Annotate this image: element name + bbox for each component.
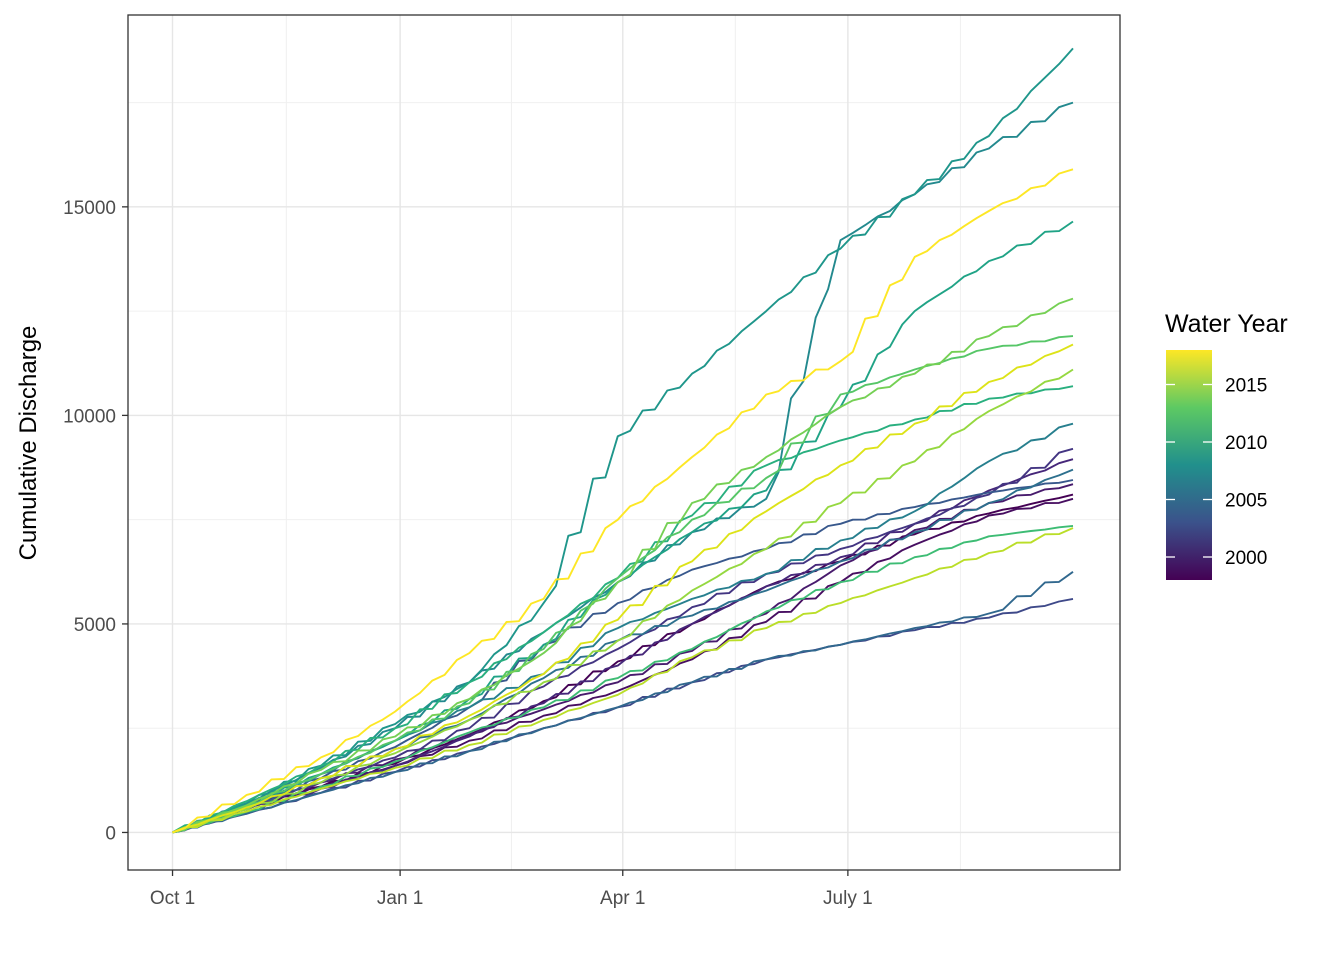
- y-tick-label: 0: [105, 823, 116, 844]
- legend-label: 2000: [1225, 548, 1267, 569]
- y-tick-label: 5000: [74, 615, 116, 636]
- series-line-2014: [172, 297, 1074, 834]
- legend-label: 2015: [1225, 376, 1267, 397]
- series-line-2015: [172, 368, 1074, 834]
- legend-label: 2005: [1225, 491, 1267, 512]
- series-line-2018: [172, 168, 1074, 834]
- plot-background: [128, 15, 1120, 870]
- series-line-2016: [172, 527, 1074, 834]
- series-line-2013: [172, 335, 1074, 834]
- axes: Oct 1 Jan 1 Apr 1 July 1 0 5000 10000 15000: [63, 198, 873, 909]
- series-line-2012: [172, 524, 1074, 834]
- series-group: [172, 47, 1074, 834]
- y-axis-title: Cumulative Discharge: [15, 326, 42, 561]
- legend-title: Water Year: [1165, 310, 1288, 338]
- x-tick-label: July 1: [823, 888, 873, 909]
- legend-colorbar: [1166, 350, 1212, 580]
- x-tick-label: Apr 1: [600, 888, 645, 909]
- grid: [128, 15, 1120, 870]
- series-line-2005: [172, 571, 1074, 834]
- plot-border: [127, 14, 1121, 871]
- y-tick-label: 15000: [63, 198, 116, 219]
- x-tick-label: Oct 1: [150, 888, 195, 909]
- x-tick-label: Jan 1: [377, 888, 423, 909]
- legend-label: 2010: [1225, 433, 1267, 454]
- series-line-2017: [172, 343, 1074, 834]
- legend: Water Year 2000 2005 2010 2015: [1165, 310, 1288, 580]
- y-tick-label: 10000: [63, 406, 116, 427]
